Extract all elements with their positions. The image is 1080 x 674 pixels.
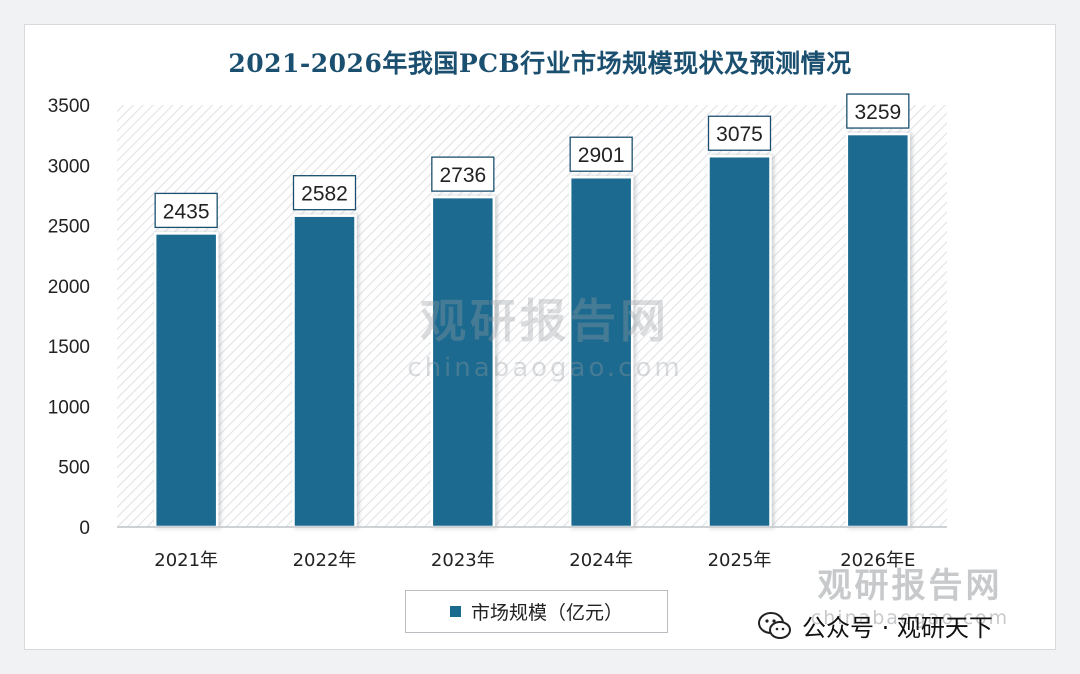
y-tick-label: 3000 — [48, 156, 90, 177]
y-tick-label: 1000 — [48, 397, 90, 418]
data-label: 2736 — [439, 164, 486, 187]
data-label-box — [569, 136, 633, 172]
legend: 市场规模（亿元） — [405, 590, 668, 633]
y-tick-label: 500 — [58, 458, 90, 479]
x-tick-label: 2025年 — [708, 550, 772, 571]
bar — [707, 154, 772, 529]
bar — [153, 232, 219, 529]
wechat-icon — [758, 611, 791, 639]
bar — [292, 214, 357, 529]
data-label: 3075 — [716, 123, 763, 146]
data-label: 2901 — [578, 144, 625, 167]
y-tick-label: 1500 — [48, 337, 90, 358]
data-label-box — [846, 93, 910, 129]
data-label: 2435 — [163, 200, 210, 223]
x-tick-label: 2024年 — [569, 550, 633, 571]
bar — [568, 175, 634, 529]
y-tick-label: 2000 — [48, 277, 90, 298]
data-label: 2582 — [301, 183, 348, 206]
x-tick-label: 2021年 — [154, 550, 218, 571]
chart-title: 2021-2026年我国PCB行业市场规模现状及预测情况 — [228, 49, 852, 78]
data-label-box — [154, 192, 218, 229]
data-label-box — [431, 156, 495, 192]
y-tick-label: 3500 — [48, 96, 90, 117]
bar — [845, 132, 911, 529]
x-tick-label: 2026年E — [840, 550, 915, 571]
data-label-box — [707, 115, 772, 151]
y-tick-label: 2500 — [48, 217, 90, 238]
wechat-label: 公众号 · 观研天下 — [802, 614, 993, 642]
wechat-attribution: 公众号 · 观研天下 — [758, 608, 993, 643]
x-tick-label: 2022年 — [293, 550, 357, 571]
legend-label: 市场规模（亿元） — [470, 602, 623, 624]
plot-area — [117, 105, 947, 527]
bar — [430, 195, 496, 529]
x-tick-label: 2023年 — [431, 550, 495, 571]
y-tick-label: 0 — [79, 518, 90, 539]
legend-swatch — [449, 606, 461, 617]
data-label-box — [292, 175, 357, 211]
data-label: 3259 — [854, 101, 901, 124]
